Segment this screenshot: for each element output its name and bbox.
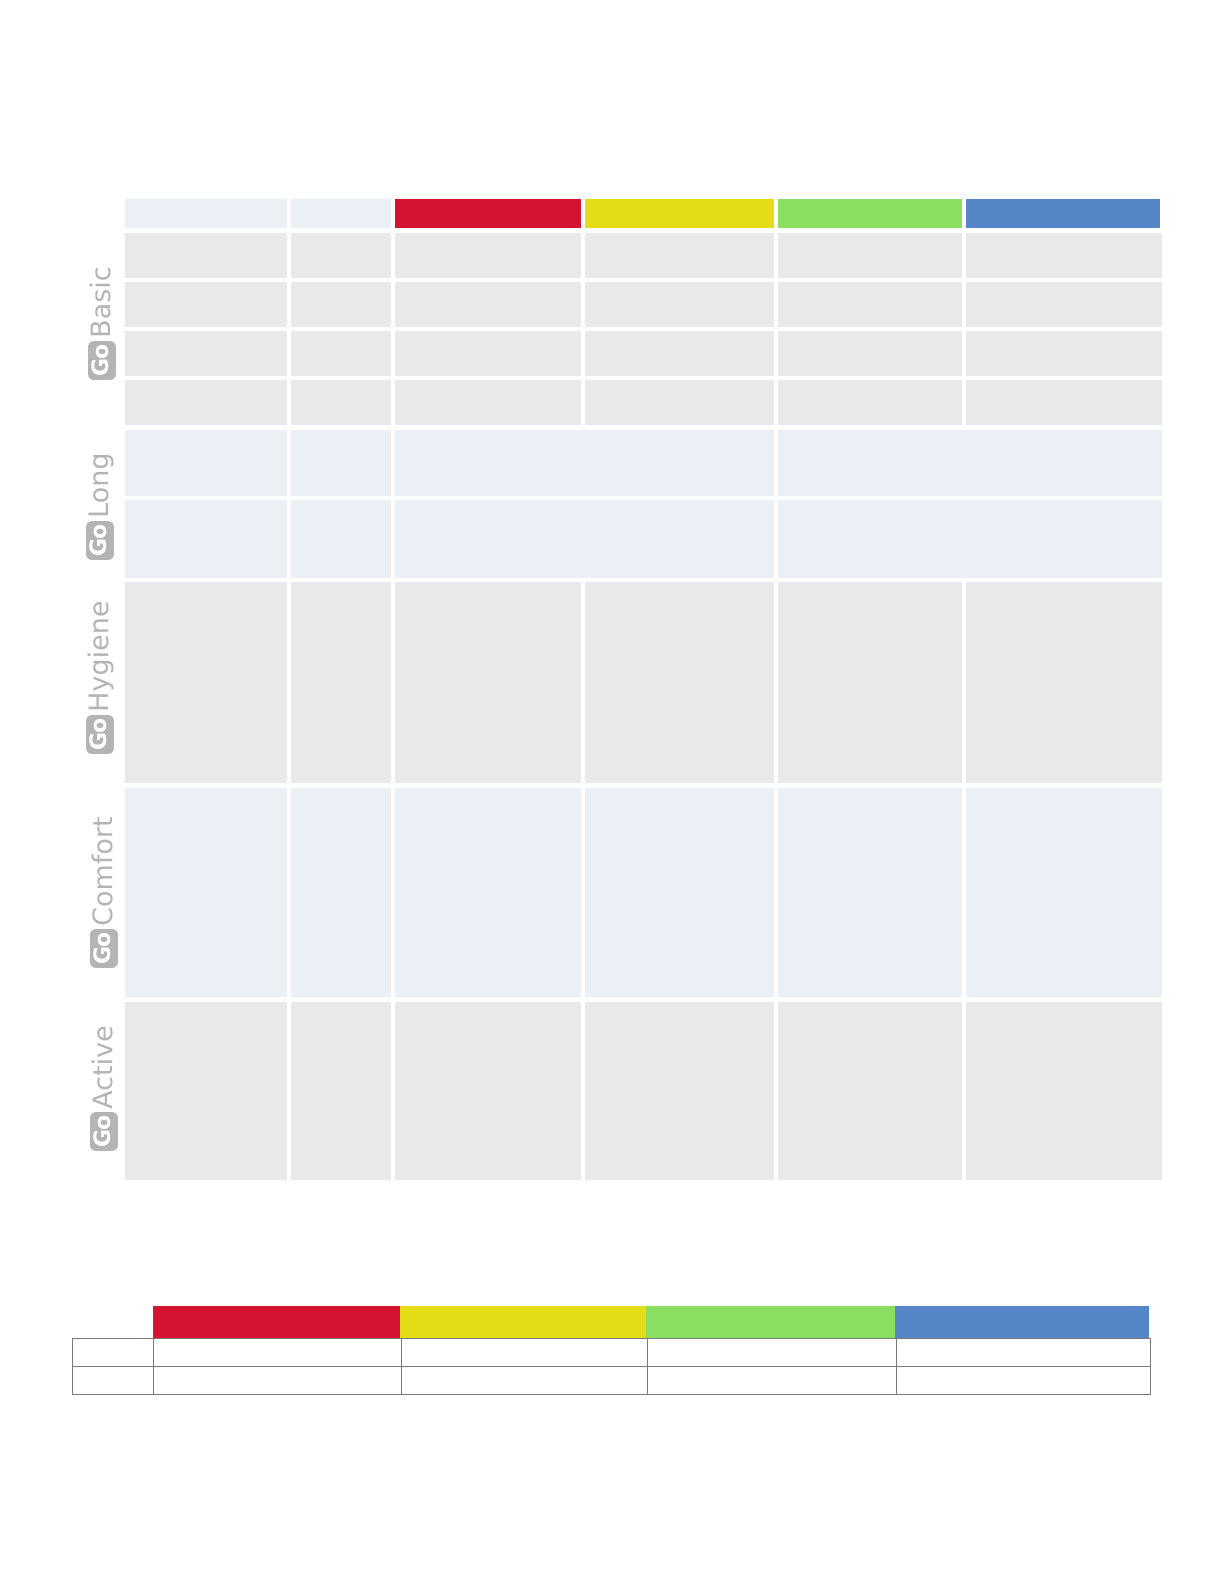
go-logo-badge: Go <box>86 714 114 754</box>
go-logo-badge: Go <box>88 340 116 380</box>
table-cell <box>395 788 581 997</box>
table-cell <box>395 282 581 327</box>
legend-blue-swatch <box>895 1306 1149 1338</box>
table-cell <box>125 233 287 278</box>
table-cell <box>291 1002 391 1180</box>
table-cell <box>966 788 1162 997</box>
table-cell <box>778 500 1162 578</box>
table-cell <box>291 582 391 783</box>
table-cell <box>401 1366 648 1395</box>
table-cell <box>125 331 287 376</box>
table-cell <box>395 1002 581 1180</box>
table-cell <box>395 500 774 578</box>
table-cell <box>72 1366 154 1395</box>
table-cell <box>647 1366 897 1395</box>
table-cell <box>585 582 774 783</box>
main-header-cell-1 <box>125 199 287 228</box>
product-name: Hygiene <box>84 600 115 712</box>
table-cell <box>291 331 391 376</box>
legend-yellow-swatch <box>400 1306 646 1338</box>
table-cell <box>585 380 774 425</box>
table-cell <box>395 233 581 278</box>
table-cell <box>585 282 774 327</box>
table-cell <box>778 788 962 997</box>
table-cell <box>585 331 774 376</box>
product-name: Active <box>88 1025 119 1109</box>
product-name: Long <box>84 452 115 518</box>
table-cell <box>585 1002 774 1180</box>
main-header-green-swatch <box>778 199 962 228</box>
table-cell <box>125 788 287 997</box>
table-cell <box>966 582 1162 783</box>
table-cell <box>778 430 1162 496</box>
table-cell <box>153 1366 402 1395</box>
product-label-comfort: Go Comfort <box>87 816 121 968</box>
table-cell <box>125 282 287 327</box>
table-cell <box>401 1338 648 1367</box>
product-label-hygiene: Go Hygiene <box>83 601 117 754</box>
table-cell <box>125 430 287 496</box>
table-cell <box>966 380 1162 425</box>
table-cell <box>966 282 1162 327</box>
go-logo-badge: Go <box>90 1111 118 1151</box>
table-cell <box>896 1366 1151 1395</box>
table-row <box>72 1338 1151 1367</box>
product-name: Basic <box>86 266 117 338</box>
table-cell <box>966 1002 1162 1180</box>
table-cell <box>778 380 962 425</box>
table-cell <box>291 788 391 997</box>
table-cell <box>395 331 581 376</box>
main-header-red-swatch <box>395 199 581 228</box>
table-cell <box>291 500 391 578</box>
legend-green-swatch <box>646 1306 895 1338</box>
table-cell <box>778 1002 962 1180</box>
table-cell <box>125 500 287 578</box>
table-cell <box>896 1338 1151 1367</box>
main-header-cell-2 <box>291 199 391 228</box>
go-logo-badge: Go <box>90 928 118 968</box>
main-header-yellow-swatch <box>585 199 774 228</box>
table-cell <box>778 233 962 278</box>
table-cell <box>395 582 581 783</box>
table-cell <box>966 331 1162 376</box>
table-cell <box>291 233 391 278</box>
table-cell <box>291 430 391 496</box>
go-logo-badge: Go <box>86 520 114 560</box>
table-cell <box>966 233 1162 278</box>
table-cell <box>125 582 287 783</box>
main-header-blue-swatch <box>966 199 1160 228</box>
table-cell <box>585 788 774 997</box>
product-label-basic: Go Basic <box>85 266 119 380</box>
table-cell <box>778 282 962 327</box>
product-label-long: Go Long <box>83 452 117 560</box>
table-cell <box>395 380 581 425</box>
product-name: Comfort <box>88 816 119 926</box>
table-cell <box>647 1338 897 1367</box>
table-cell <box>291 282 391 327</box>
product-label-active: Go Active <box>87 1025 121 1151</box>
table-cell <box>125 380 287 425</box>
table-cell <box>585 233 774 278</box>
legend-red-swatch <box>153 1306 400 1338</box>
table-cell <box>72 1338 154 1367</box>
table-cell <box>153 1338 402 1367</box>
legend-table <box>72 1338 1151 1395</box>
table-cell <box>395 430 774 496</box>
table-row <box>72 1366 1151 1395</box>
table-cell <box>778 331 962 376</box>
table-cell <box>291 380 391 425</box>
table-cell <box>125 1002 287 1180</box>
table-cell <box>778 582 962 783</box>
